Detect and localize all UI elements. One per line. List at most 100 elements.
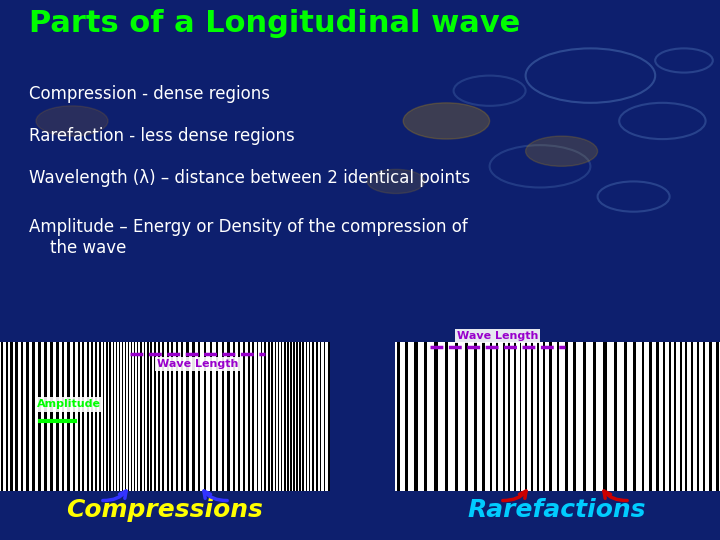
Bar — [496, 342, 498, 490]
Text: Rarefaction - less dense regions: Rarefaction - less dense regions — [29, 127, 294, 145]
Bar — [216, 342, 218, 490]
Bar — [703, 342, 705, 490]
Bar — [531, 342, 533, 490]
Bar — [474, 342, 477, 490]
Bar — [248, 342, 250, 490]
Bar — [642, 342, 644, 490]
Bar — [0, 342, 330, 490]
Bar — [44, 342, 47, 490]
Text: Amplitude: Amplitude — [37, 399, 101, 409]
Bar — [312, 342, 314, 490]
Bar — [106, 342, 107, 490]
Bar — [557, 342, 559, 490]
Bar — [99, 342, 101, 490]
Bar — [508, 342, 510, 490]
Bar — [316, 342, 318, 490]
Bar — [210, 342, 212, 490]
Bar — [305, 342, 307, 490]
Bar — [181, 342, 184, 490]
Bar — [593, 342, 596, 490]
Text: Parts of a Longitudinal wave: Parts of a Longitudinal wave — [29, 9, 520, 38]
Circle shape — [36, 106, 108, 136]
Bar — [549, 342, 552, 490]
Bar — [309, 342, 310, 490]
Bar — [143, 342, 145, 490]
Bar — [490, 342, 492, 490]
Bar — [328, 342, 330, 490]
Bar — [228, 342, 230, 490]
Bar — [131, 342, 132, 490]
Bar — [109, 342, 111, 490]
Bar — [1, 342, 3, 490]
Bar — [414, 342, 418, 490]
Bar — [119, 342, 120, 490]
Bar — [465, 342, 468, 490]
Bar — [424, 342, 428, 490]
Bar — [222, 342, 224, 490]
Bar — [613, 342, 617, 490]
Bar — [675, 342, 676, 490]
Bar — [564, 342, 567, 490]
Bar — [87, 342, 89, 490]
Bar — [685, 342, 688, 490]
Bar — [204, 342, 207, 490]
Bar — [302, 342, 304, 490]
Bar — [27, 342, 29, 490]
Bar — [395, 342, 720, 490]
Bar — [662, 342, 665, 490]
Bar — [649, 342, 652, 490]
Bar — [503, 342, 505, 490]
Text: Wave Length: Wave Length — [157, 359, 238, 369]
Bar — [21, 342, 23, 490]
Bar — [134, 342, 135, 490]
Bar — [525, 342, 527, 490]
Bar — [128, 342, 129, 490]
Bar — [573, 342, 577, 490]
Bar — [520, 342, 521, 490]
Text: Compression - dense regions: Compression - dense regions — [29, 85, 270, 103]
Bar — [434, 342, 438, 490]
Bar — [56, 342, 58, 490]
Bar — [397, 342, 400, 490]
Text: Wavelength (λ) – distance between 2 identical points: Wavelength (λ) – distance between 2 iden… — [29, 170, 470, 187]
Bar — [300, 342, 301, 490]
Bar — [154, 342, 156, 490]
Bar — [186, 342, 189, 490]
Bar — [162, 342, 164, 490]
Bar — [32, 342, 35, 490]
Bar — [6, 342, 8, 490]
Bar — [278, 342, 279, 490]
Bar — [147, 342, 148, 490]
Bar — [323, 342, 325, 490]
Circle shape — [526, 136, 598, 166]
Bar — [444, 342, 449, 490]
Bar — [103, 342, 104, 490]
Bar — [158, 342, 160, 490]
Bar — [150, 342, 152, 490]
Bar — [176, 342, 179, 490]
Bar — [657, 342, 659, 490]
Bar — [287, 342, 289, 490]
Bar — [284, 342, 286, 490]
Bar — [10, 342, 13, 490]
Bar — [281, 342, 282, 490]
Bar — [290, 342, 292, 490]
Bar — [514, 342, 516, 490]
Text: Wave Length: Wave Length — [456, 331, 538, 341]
Text: Amplitude – Energy or Density of the compression of
    the wave: Amplitude – Energy or Density of the com… — [29, 218, 467, 256]
Bar — [140, 342, 142, 490]
Bar — [603, 342, 607, 490]
Text: Compressions: Compressions — [66, 498, 264, 522]
Circle shape — [403, 103, 490, 139]
Bar — [62, 342, 64, 490]
Bar — [296, 342, 297, 490]
Bar — [112, 342, 114, 490]
Bar — [192, 342, 194, 490]
Bar — [73, 342, 75, 490]
Bar — [264, 342, 266, 490]
Bar — [125, 342, 126, 490]
Bar — [261, 342, 262, 490]
Bar — [95, 342, 97, 490]
Bar — [624, 342, 627, 490]
Bar — [271, 342, 273, 490]
